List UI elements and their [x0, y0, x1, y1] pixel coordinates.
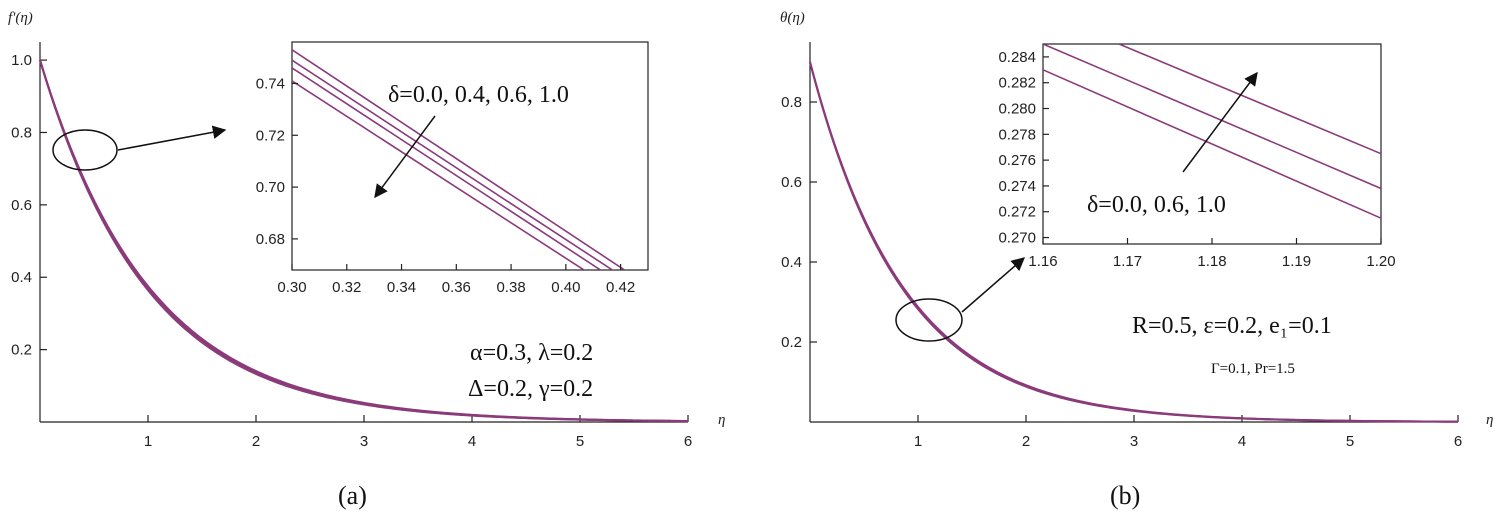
- panel-a-inset-series-line: [292, 67, 602, 270]
- panel-b-x-tick-label: 2: [1022, 433, 1030, 450]
- panel-b-x-tick-label: 5: [1346, 433, 1354, 450]
- panel-a-inset-y-tick-label: 0.70: [256, 179, 285, 196]
- panel-b-x-tick-label: 1: [914, 433, 922, 450]
- panel-a-inset-y-tick-label: 0.68: [256, 231, 285, 248]
- panel-b-zoom-arrow: [961, 257, 1026, 313]
- panel-a-annotation-1: α=0.3, λ=0.2: [470, 340, 593, 366]
- panel-a-inset-x-tick-label: 0.42: [606, 279, 635, 296]
- panel-a-inset-x-tick-label: 0.38: [496, 279, 525, 296]
- panel-a-zoom-arrow: [117, 125, 227, 151]
- panel-a-y-tick-label: 0.4: [11, 269, 32, 286]
- panel-b-annotation-2: Γ=0.1, Pr=1.5: [1211, 361, 1295, 377]
- panel-a-inset-x-ticks: 0.30 0.32 0.34 0.36 0.38 0.40 0.42: [277, 264, 635, 296]
- panel-b-inset-y-tick-label: 0.272: [998, 204, 1036, 221]
- panel-b-inset-y-tick-label: 0.276: [998, 152, 1036, 169]
- panel-b-inset-y-tick-label: 0.278: [998, 126, 1036, 143]
- panel-a-x-tick-label: 6: [684, 433, 692, 450]
- panel-a-inset-frame: [291, 41, 649, 271]
- panel-b-inset-y-tick-label: 0.270: [998, 230, 1036, 247]
- panel-b-y-tick-label: 0.2: [781, 334, 802, 351]
- panel-a-inset-trend-arrow: [374, 115, 436, 199]
- panel-a-x-tick-label: 4: [468, 433, 476, 450]
- panel-a-x-tick-label: 5: [576, 433, 584, 450]
- panel-b-inset-curves: [1043, 44, 1381, 219]
- panel-a-caption: (a): [338, 481, 367, 510]
- panel-a-inset-x-tick-label: 0.34: [387, 279, 416, 296]
- panel-b-zoom-ellipse: [895, 298, 963, 342]
- panel-a-y-tick-label: 0.8: [11, 124, 32, 141]
- panel-b-inset-x-tick-label: 1.16: [1028, 253, 1057, 270]
- panel-a-x-tick-label: 1: [144, 433, 152, 450]
- panel-a-inset-series-line: [292, 80, 586, 270]
- panel-a-y-ticks: 0.2 0.4 0.6 0.8 1.0: [11, 52, 47, 359]
- panel-b-inset-delta-label: δ=0.0, 0.6, 1.0: [1087, 192, 1226, 218]
- panel-a-inset-x-tick-label: 0.36: [442, 279, 471, 296]
- panel-a-inset-x-tick-label: 0.32: [332, 279, 361, 296]
- panel-b-curve: [809, 61, 1459, 423]
- panel-b-inset-series-line: [1118, 44, 1381, 155]
- panel-a-inset-delta-label: δ=0.0, 0.4, 0.6, 1.0: [388, 82, 569, 108]
- panel-b-annotation-1: R=0.5, ε=0.2, e₁=0.1: [1132, 313, 1332, 339]
- panel-b-y-tick-label: 0.4: [781, 254, 802, 271]
- panel-a-inset-series-line: [292, 59, 614, 270]
- panel-b-inset-series-line: [1043, 44, 1381, 190]
- panel-b-y-tick-label: 0.6: [781, 174, 802, 191]
- panel-b-inset-y-tick-label: 0.280: [998, 101, 1036, 118]
- panel-b-inset-y-tick-label: 0.282: [998, 75, 1036, 92]
- panel-b-inset-y-tick-label: 0.274: [998, 178, 1036, 195]
- panel-b-inset-x-tick-label: 1.19: [1282, 253, 1311, 270]
- panel-b-x-tick-label: 6: [1454, 433, 1462, 450]
- panel-b-inset: 0.270 0.272 0.274 0.276 0.278 0.280 0.282 0.284…: [998, 43, 1396, 270]
- panel-b-y-label: θ(η): [780, 10, 805, 26]
- panel-b-x-tick-label: 4: [1238, 433, 1246, 450]
- panel-a-inset-y-tick-label: 0.72: [256, 127, 285, 144]
- panel-a-x-tick-label: 3: [360, 433, 368, 450]
- panel-a-x-label: η: [718, 412, 725, 428]
- panel-b-x-tick-label: 3: [1130, 433, 1138, 450]
- panel-a-y-tick-label: 0.6: [11, 197, 32, 214]
- panel-b-inset-series-line: [1043, 69, 1381, 219]
- panel-b-inset-x-ticks: 1.16 1.17 1.18 1.19 1.20: [1028, 238, 1396, 270]
- panel-a-inset: 0.68 0.70 0.72 0.74 0.30 0.32 0.34 0.36 0.38 0.4…: [256, 41, 649, 296]
- panel-a-y-label: f'(η): [8, 10, 33, 26]
- panel-b-inset-y-ticks: 0.270 0.272 0.274 0.276 0.278 0.280 0.282 0.284: [998, 49, 1049, 247]
- panel-a-annotation-2: Δ=0.2, γ=0.2: [468, 376, 593, 402]
- panel-a-y-tick-label: 0.2: [11, 342, 32, 359]
- panel-a-curve: [39, 59, 689, 423]
- panel-a-inset-curves: [292, 49, 626, 270]
- panel-b-inset-y-tick-label: 0.284: [998, 49, 1036, 66]
- panel-b-inset-trend-arrow: [1182, 71, 1258, 173]
- panel-b-inset-x-tick-label: 1.18: [1197, 253, 1226, 270]
- panel-a-inset-y-tick-label: 0.74: [256, 75, 285, 92]
- panel-b-x-ticks: 1 2 3 4 5 6: [914, 415, 1462, 450]
- panel-a-inset-x-tick-label: 0.30: [277, 279, 306, 296]
- panel-a-y-tick-label: 1.0: [11, 52, 32, 69]
- panel-b-x-label: η: [1486, 412, 1493, 428]
- panel-a-x-tick-label: 2: [252, 433, 260, 450]
- panel-b-caption: (b): [1110, 481, 1140, 510]
- panel-b-y-tick-label: 0.8: [781, 94, 802, 111]
- panel-a-inset-y-ticks: 0.68 0.70 0.72 0.74: [256, 75, 298, 248]
- panel-b-inset-x-tick-label: 1.17: [1113, 253, 1142, 270]
- panel-b-inset-x-tick-label: 1.20: [1366, 253, 1395, 270]
- panel-a-inset-series-line: [292, 49, 626, 270]
- panel-b-y-ticks: 0.2 0.4 0.6 0.8: [781, 94, 817, 351]
- panel-b-curves: [809, 61, 1459, 423]
- panel-a-inset-x-tick-label: 0.40: [551, 279, 580, 296]
- panel-a-zoom-ellipse: [52, 129, 118, 171]
- panel-a-curves: [39, 59, 689, 423]
